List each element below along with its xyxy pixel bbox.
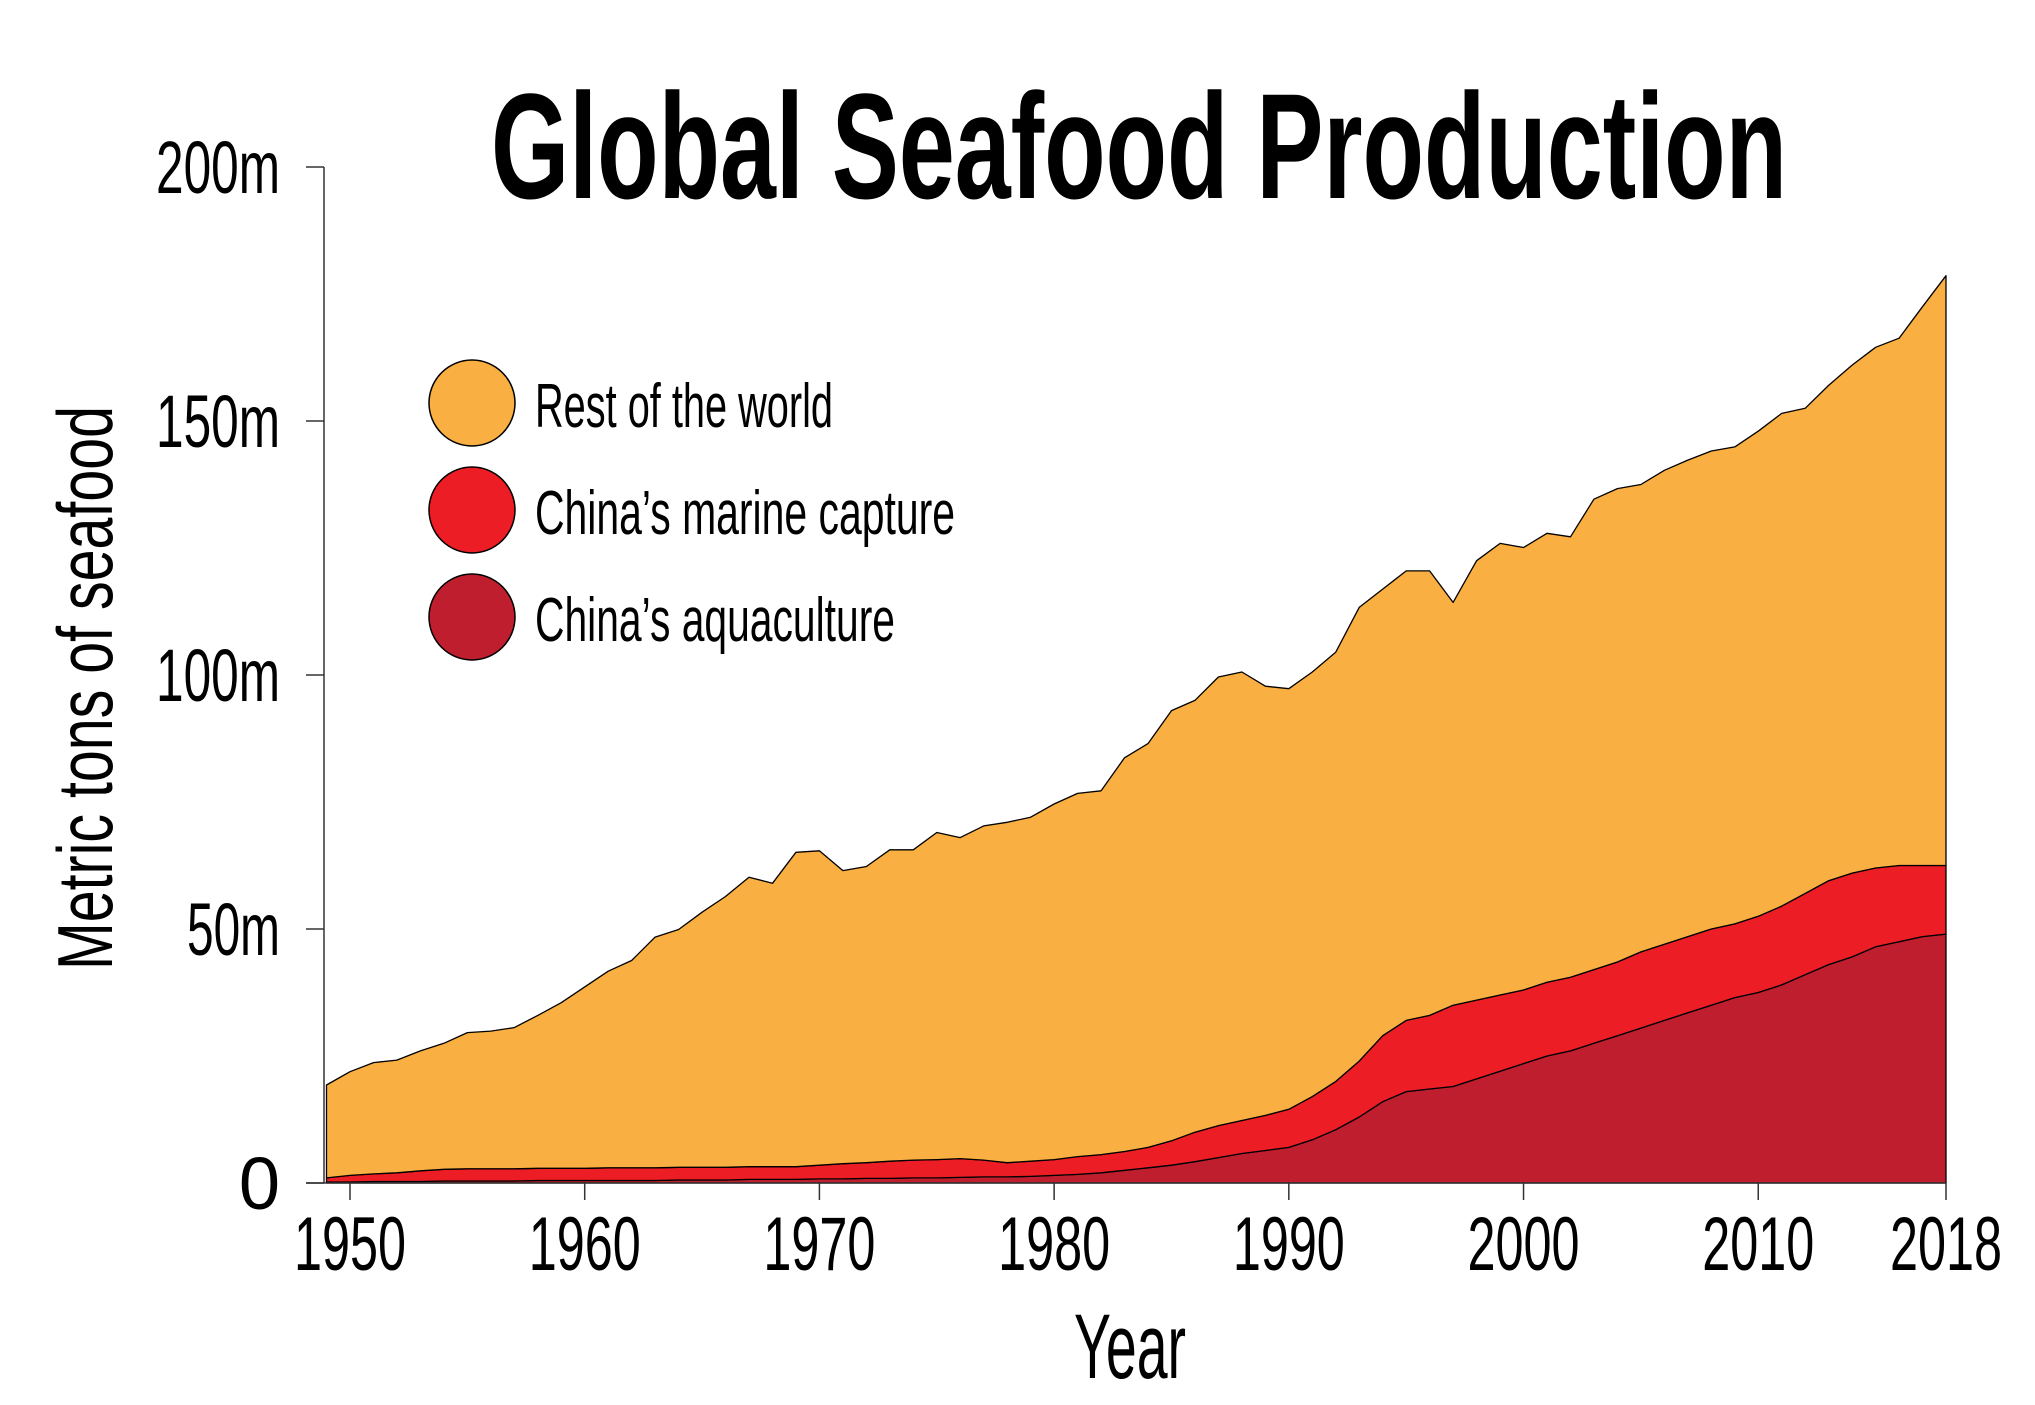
legend-label: China’s aquaculture: [535, 586, 895, 655]
legend-swatch: [428, 466, 516, 554]
legend-label: Rest of the world: [535, 372, 833, 441]
y-tick-label: 200m: [156, 126, 280, 209]
x-tick-label: 1980: [998, 1202, 1110, 1287]
legend-swatch: [428, 573, 516, 661]
x-tick-label: 1950: [294, 1202, 406, 1287]
x-tick-label: 2000: [1468, 1202, 1580, 1287]
x-tick-label: 1990: [1233, 1202, 1345, 1287]
y-tick-label: 150m: [156, 380, 280, 463]
y-tick-label: 100m: [156, 634, 280, 717]
chart-title: Global Seafood Production: [491, 62, 1787, 230]
legend: Rest of the world China’s marine capture C…: [428, 359, 955, 661]
y-axis-label: Metric tons of seafood: [41, 406, 129, 970]
x-tick-label: 1970: [763, 1202, 875, 1287]
legend-swatch: [428, 359, 516, 447]
y-tick-label: 0: [239, 1142, 280, 1225]
x-tick-label: 2010: [1702, 1202, 1814, 1287]
area-rest-of-the-world: [325, 275, 1947, 1179]
axes: 0 50m 100m 150m 200m 1950 1960 1970 1980 1990 2000…: [156, 126, 2002, 1287]
legend-label: China’s marine capture: [535, 479, 955, 548]
x-axis-label: Year: [1074, 1296, 1186, 1398]
y-tick-label: 50m: [187, 888, 280, 971]
x-tick-label: 1960: [529, 1202, 641, 1287]
x-tick-label: 2018: [1890, 1202, 2002, 1287]
